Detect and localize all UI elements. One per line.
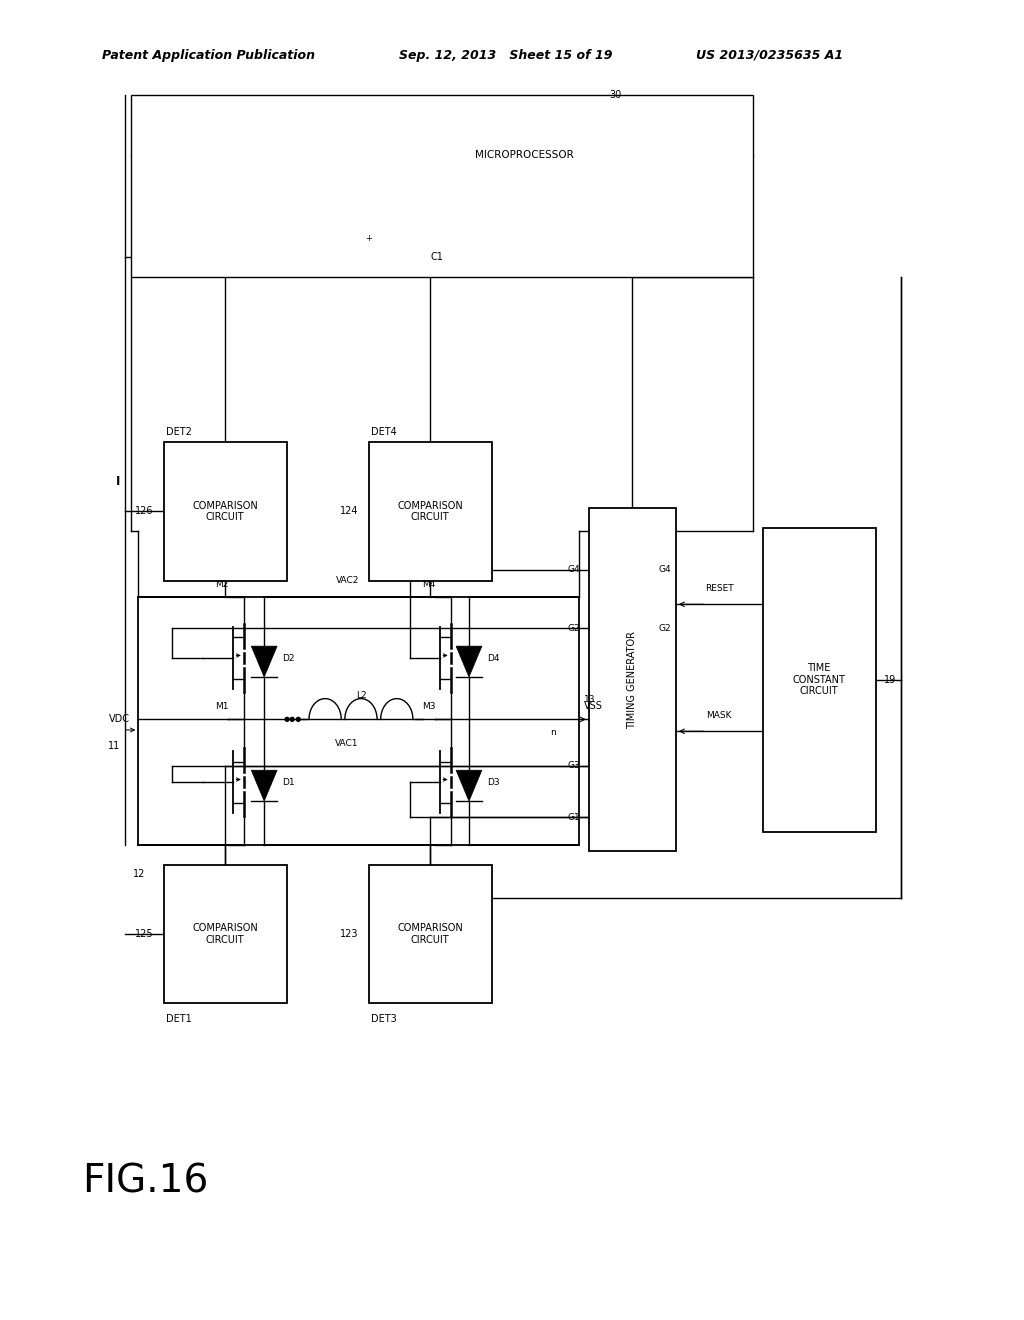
Text: 11: 11 xyxy=(108,741,120,751)
Text: G2: G2 xyxy=(568,624,581,632)
Text: M3: M3 xyxy=(422,702,435,711)
Text: 126: 126 xyxy=(135,507,154,516)
Text: D3: D3 xyxy=(487,777,500,787)
Text: C1: C1 xyxy=(430,252,443,263)
Polygon shape xyxy=(456,645,482,677)
Text: RESET: RESET xyxy=(706,583,733,593)
Text: G2: G2 xyxy=(658,624,671,632)
Text: Sep. 12, 2013   Sheet 15 of 19: Sep. 12, 2013 Sheet 15 of 19 xyxy=(399,49,612,62)
Text: DET2: DET2 xyxy=(166,426,191,437)
Text: I: I xyxy=(116,475,120,488)
Text: VSS: VSS xyxy=(584,701,602,711)
Text: G3: G3 xyxy=(568,762,581,770)
Text: M4: M4 xyxy=(422,579,435,589)
Text: 12: 12 xyxy=(133,869,145,879)
Text: VAC2: VAC2 xyxy=(336,577,358,585)
Text: VDC: VDC xyxy=(109,714,130,725)
Text: D2: D2 xyxy=(283,653,295,663)
Text: G4: G4 xyxy=(658,565,671,574)
Bar xyxy=(763,528,876,832)
Polygon shape xyxy=(251,645,278,677)
Text: G4: G4 xyxy=(568,565,581,574)
Bar xyxy=(164,442,287,581)
Text: COMPARISON
CIRCUIT: COMPARISON CIRCUIT xyxy=(397,923,463,945)
Text: COMPARISON
CIRCUIT: COMPARISON CIRCUIT xyxy=(193,923,258,945)
Bar xyxy=(445,106,604,205)
Text: DET1: DET1 xyxy=(166,1014,191,1024)
Bar xyxy=(131,95,753,277)
Text: COMPARISON
CIRCUIT: COMPARISON CIRCUIT xyxy=(397,500,463,523)
Polygon shape xyxy=(456,771,482,801)
Text: L2: L2 xyxy=(355,692,367,700)
Bar xyxy=(589,508,676,851)
Bar xyxy=(369,442,492,581)
Text: DET3: DET3 xyxy=(371,1014,396,1024)
Text: Patent Application Publication: Patent Application Publication xyxy=(102,49,315,62)
Text: VAC1: VAC1 xyxy=(336,739,358,747)
Bar xyxy=(369,865,492,1003)
Text: 125: 125 xyxy=(135,929,154,939)
Text: US 2013/0235635 A1: US 2013/0235635 A1 xyxy=(696,49,844,62)
Bar xyxy=(164,865,287,1003)
Text: MASK: MASK xyxy=(707,711,732,719)
Text: ●●●: ●●● xyxy=(284,717,302,722)
Text: 19: 19 xyxy=(884,675,896,685)
Text: TIMING GENERATOR: TIMING GENERATOR xyxy=(628,631,637,729)
Text: 30: 30 xyxy=(609,90,622,100)
Text: COMPARISON
CIRCUIT: COMPARISON CIRCUIT xyxy=(193,500,258,523)
Text: MICROPROCESSOR: MICROPROCESSOR xyxy=(475,150,574,160)
Text: M1: M1 xyxy=(215,702,228,711)
Text: 124: 124 xyxy=(340,507,358,516)
Text: 123: 123 xyxy=(340,929,358,939)
Text: 13: 13 xyxy=(584,696,595,704)
Polygon shape xyxy=(251,771,278,801)
Text: +: + xyxy=(366,235,372,243)
Text: M2: M2 xyxy=(215,579,228,589)
Text: FIG.16: FIG.16 xyxy=(82,1163,208,1200)
Text: D1: D1 xyxy=(283,777,295,787)
Text: DET4: DET4 xyxy=(371,426,396,437)
Text: D4: D4 xyxy=(487,653,500,663)
Text: TIME
CONSTANT
CIRCUIT: TIME CONSTANT CIRCUIT xyxy=(793,663,846,697)
Text: n: n xyxy=(550,729,556,737)
Text: G1: G1 xyxy=(568,813,581,821)
